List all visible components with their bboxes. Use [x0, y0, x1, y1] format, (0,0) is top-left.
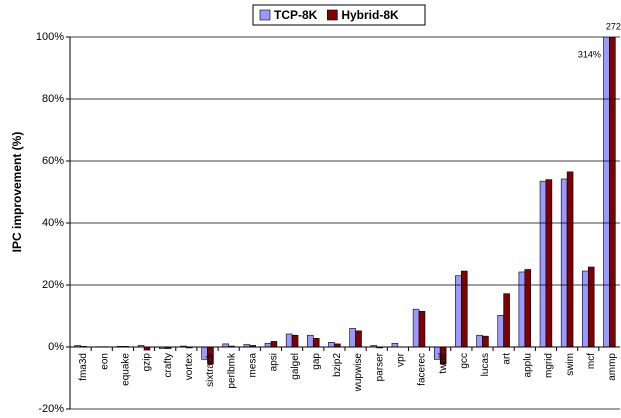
bar: [355, 330, 362, 348]
bar: [482, 335, 489, 348]
x-tick-label: mesa: [247, 353, 258, 378]
legend-swatch: [259, 9, 271, 21]
legend-label: TCP-8K: [274, 8, 318, 22]
x-tick-label: sixtrack: [205, 352, 216, 387]
y-tick-label: 80%: [42, 93, 64, 105]
x-tick-label: equake: [121, 353, 132, 386]
legend-box: [252, 4, 426, 26]
legend-label: Hybrid-8K: [341, 8, 399, 22]
x-tick-label: parser: [374, 352, 385, 381]
bar: [270, 341, 278, 348]
x-tick-label: twolf: [438, 353, 449, 374]
x-tick-label: art: [501, 353, 512, 365]
x-tick-label: mcf: [586, 353, 597, 369]
bar: [285, 333, 293, 348]
x-tick-label: lucas: [480, 353, 491, 376]
bar: [539, 180, 547, 348]
x-tick-label: gap: [311, 353, 322, 370]
y-tick-label: -20%: [38, 403, 64, 415]
bar: [503, 293, 510, 348]
y-tick-label: 100%: [36, 31, 64, 43]
bar: [418, 311, 426, 348]
legend-swatch: [327, 9, 338, 21]
x-tick-label: swim: [565, 353, 576, 376]
bar: [566, 171, 574, 348]
y-tick-label: 0%: [48, 341, 64, 353]
y-axis-label: IPC improvement (%): [10, 132, 24, 253]
x-tick-label: perlbmk: [226, 352, 237, 389]
bar: [461, 270, 468, 348]
bar: [587, 266, 595, 348]
bar: [560, 178, 568, 348]
x-tick-label: applu: [522, 353, 533, 377]
x-tick-label: vortex: [184, 353, 195, 380]
x-tick-label: crafty: [163, 353, 174, 377]
bar: [545, 179, 553, 348]
bar: [412, 308, 420, 348]
bar: [582, 270, 589, 348]
bar: [603, 37, 610, 348]
x-tick-label: mgrid: [544, 353, 555, 378]
x-tick-label: wupwise: [353, 353, 364, 393]
x-tick-label: apsi: [269, 353, 280, 371]
x-tick-label: gzip: [142, 353, 153, 372]
x-tick-label: eon: [99, 353, 110, 370]
bar: [349, 328, 356, 348]
bar: [518, 271, 526, 348]
bar: [312, 338, 320, 348]
bar: [307, 334, 314, 348]
x-tick-label: fma3d: [78, 353, 89, 381]
bar: [391, 342, 399, 348]
y-tick-label: 40%: [42, 217, 64, 229]
bar: [476, 334, 483, 348]
bar: [609, 37, 616, 348]
x-tick-label: ammp: [607, 353, 618, 381]
bar: [524, 269, 532, 348]
x-tick-label: facerec: [417, 353, 428, 386]
y-tick-label: 20%: [42, 279, 64, 291]
value-label: 272%: [606, 21, 621, 31]
x-tick-label: galgel: [290, 353, 301, 380]
x-tick-label: bzip2: [332, 353, 343, 377]
bar: [328, 342, 335, 348]
x-tick-label: gcc: [459, 353, 470, 369]
bar: [455, 275, 462, 348]
value-label: 314%: [578, 49, 601, 59]
bar: [264, 342, 272, 348]
y-tick-label: 60%: [42, 155, 64, 167]
bar: [497, 315, 504, 348]
bar: [291, 334, 299, 348]
x-tick-label: vpr: [396, 352, 407, 367]
